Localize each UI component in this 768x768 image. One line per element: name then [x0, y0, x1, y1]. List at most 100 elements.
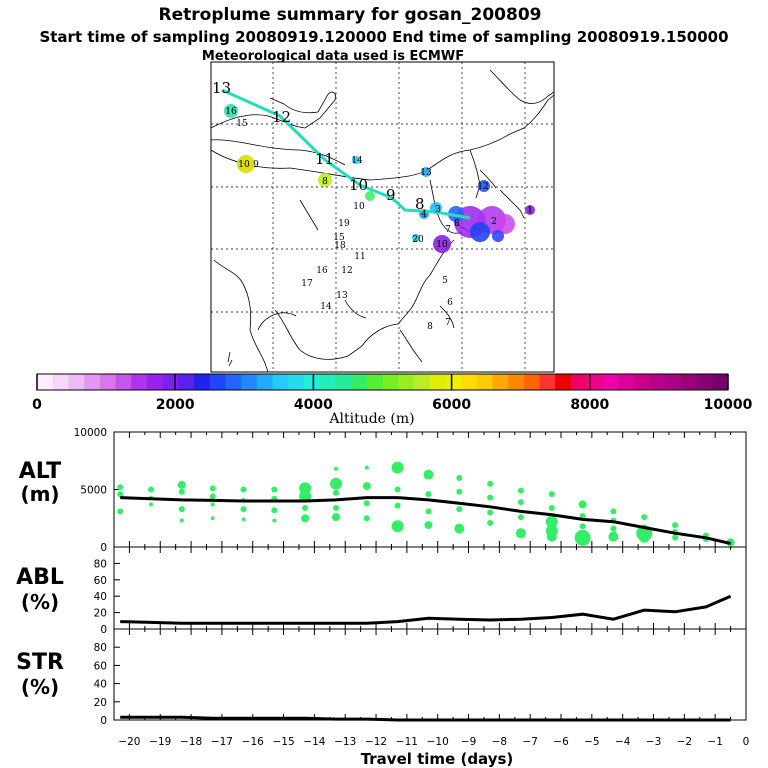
- colorbar-cell: [665, 374, 682, 390]
- plume-point: [391, 520, 404, 533]
- plume-point: [610, 508, 617, 515]
- str-panel-label: STR: [16, 650, 64, 675]
- plume-point: [333, 504, 339, 511]
- day-label: 14: [320, 302, 332, 312]
- plume-point: [362, 482, 371, 491]
- plume-point: [240, 506, 247, 513]
- colorbar-cell: [194, 374, 211, 390]
- plume-point: [424, 521, 433, 530]
- x-tick-label: −5: [584, 736, 599, 748]
- day-label: 2: [491, 217, 497, 227]
- day-label: 20: [412, 235, 424, 245]
- coastlines: [210, 69, 555, 373]
- x-tick-labels: −20 −19 −18 −17 −16 −15 −14 −13 −12 −11 −10 −9 −8 −7−…: [118, 736, 749, 748]
- colorbar-cell: [351, 374, 368, 390]
- day-label: 10: [238, 160, 250, 170]
- colorbar-cell: [492, 374, 509, 390]
- colorbar-cell: [618, 374, 635, 390]
- colorbar-cell: [225, 374, 242, 390]
- plume-point: [517, 499, 524, 506]
- plume-point: [330, 477, 342, 490]
- plume-blob: [478, 180, 490, 192]
- x-tick-label: 0: [743, 736, 750, 748]
- abl-line: [120, 594, 732, 625]
- abl-panel-label: ABL: [16, 565, 64, 590]
- colorbar-cell: [696, 374, 713, 390]
- y-tick-label: 0: [100, 715, 107, 727]
- colorbar-cell: [633, 374, 650, 390]
- plume-point: [639, 532, 650, 543]
- x-tick-label: −20: [118, 736, 140, 748]
- colorbar-cell: [256, 374, 274, 390]
- plume-point: [178, 506, 185, 513]
- plume-point: [271, 507, 278, 514]
- day-label: 9: [253, 160, 259, 170]
- colorbar-cell: [539, 374, 556, 390]
- colorbar-ticks: 0 2000 4000 6000 8000 10000: [32, 374, 753, 413]
- colorbar-cell: [586, 374, 603, 390]
- alt-panel-label: ALT: [19, 459, 61, 484]
- plume-point: [548, 491, 555, 498]
- panel-frame: [113, 628, 747, 721]
- track-labels: 13 12 11 10 9 8: [212, 79, 425, 213]
- sampling-time-line: Start time of sampling 20080919.120000 E…: [39, 28, 728, 46]
- colorbar-cell: [84, 374, 101, 390]
- plume-point: [391, 461, 404, 474]
- day-label: 6: [447, 298, 453, 308]
- day-label: 16: [316, 266, 328, 276]
- y-tick-label: 5000: [80, 485, 107, 497]
- y-tick-label: 20: [94, 697, 107, 709]
- day-label: 15: [236, 119, 248, 129]
- colorbar-cell: [335, 374, 352, 390]
- colorbar-cell: [241, 374, 258, 390]
- colorbar-cell: [319, 374, 336, 390]
- plume-point: [334, 466, 338, 471]
- plume-blob: [237, 155, 255, 173]
- colorbar-cell: [115, 374, 132, 390]
- colorbar-tick-label: 2000: [156, 397, 195, 413]
- day-label: 16: [225, 107, 237, 117]
- plume-blob: [352, 156, 360, 164]
- day-label: 12: [341, 266, 352, 276]
- panel-abl: 0 20 40 60 80: [94, 546, 747, 636]
- day-label: 12: [477, 182, 488, 192]
- plume-point: [515, 528, 526, 539]
- panel-frame: [113, 546, 747, 630]
- day-label: 3: [435, 205, 441, 215]
- colorbar-cell: [366, 374, 383, 390]
- alt-panel-unit: (m): [20, 482, 59, 506]
- plume-point: [456, 488, 463, 495]
- plume-point: [301, 514, 310, 523]
- colorbar-cell: [99, 374, 117, 390]
- mean-trajectory-line: [221, 88, 471, 220]
- track-label: 11: [315, 150, 334, 168]
- colorbar-cell: [602, 374, 619, 390]
- y-tick-label: 20: [94, 608, 107, 620]
- y-tick-label: 60: [94, 575, 107, 587]
- x-tick-label: −4: [615, 736, 631, 748]
- plume-point: [209, 493, 216, 500]
- plume-point: [610, 525, 617, 532]
- colorbar-cell: [523, 374, 541, 390]
- plume-blob: [318, 173, 332, 187]
- plume-point: [517, 487, 524, 494]
- plume-point: [641, 514, 648, 521]
- x-tick-label: −19: [149, 736, 171, 748]
- x-tick-label: −1: [707, 736, 722, 748]
- colorbar-cell: [162, 374, 179, 390]
- day-label: 7: [445, 318, 451, 328]
- x-tick-label: −18: [180, 736, 202, 748]
- colorbar-tick-label: 6000: [432, 397, 471, 413]
- colorbar-label: Altitude (m): [328, 411, 414, 427]
- x-axis-label: Travel time (days): [361, 750, 514, 768]
- plume-point: [117, 508, 124, 515]
- colorbar-tick-label: 4000: [294, 397, 333, 413]
- x-tick-label: −15: [272, 736, 294, 748]
- colorbar-tick-label: 10000: [704, 397, 753, 413]
- day-label: 19: [338, 219, 350, 229]
- plume-point: [608, 531, 619, 542]
- plume-point: [579, 513, 586, 519]
- met-data-line: Meteorological data used is ECMWF: [202, 49, 464, 64]
